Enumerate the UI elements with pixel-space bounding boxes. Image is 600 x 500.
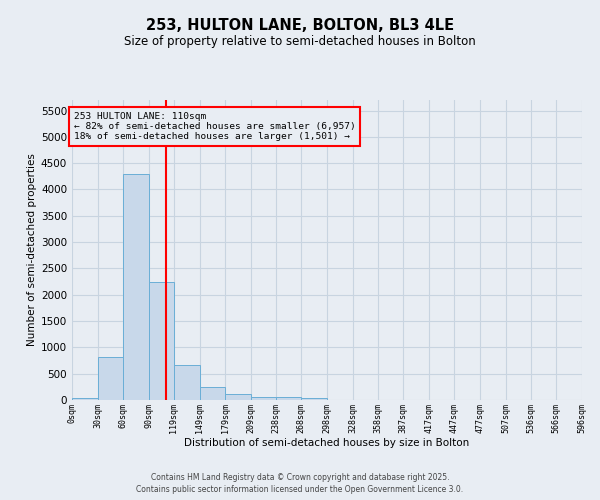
Bar (251, 397, 275, 400)
Bar (149, 282, 174, 400)
Text: 253 HULTON LANE: 110sqm
← 82% of semi-detached houses are smaller (6,957)
18% of: 253 HULTON LANE: 110sqm ← 82% of semi-de… (74, 112, 355, 142)
Bar (301, 398, 327, 400)
Y-axis label: Number of semi-detached properties: Number of semi-detached properties (27, 154, 37, 346)
Bar (72, 398, 98, 400)
Bar (174, 364, 199, 400)
Text: Size of property relative to semi-detached houses in Bolton: Size of property relative to semi-detach… (124, 35, 476, 48)
Bar (124, 174, 149, 400)
X-axis label: Distribution of semi-detached houses by size in Bolton: Distribution of semi-detached houses by … (184, 438, 470, 448)
Bar (199, 388, 225, 400)
Bar (275, 398, 301, 400)
Bar (225, 394, 251, 400)
Bar (98, 357, 124, 400)
Text: 253, HULTON LANE, BOLTON, BL3 4LE: 253, HULTON LANE, BOLTON, BL3 4LE (146, 18, 454, 32)
Text: Contains HM Land Registry data © Crown copyright and database right 2025.: Contains HM Land Registry data © Crown c… (151, 472, 449, 482)
Text: Contains public sector information licensed under the Open Government Licence 3.: Contains public sector information licen… (136, 485, 464, 494)
